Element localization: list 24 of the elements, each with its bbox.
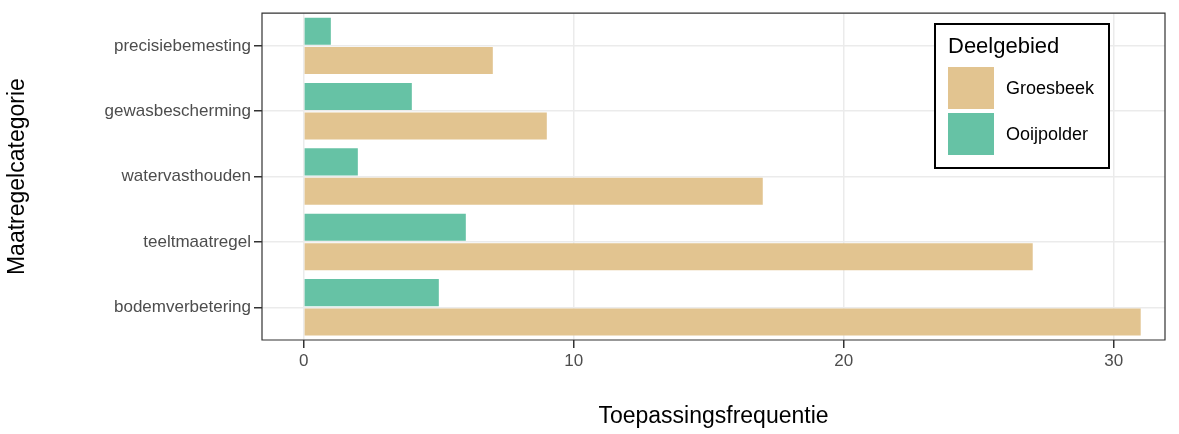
y-tick-label: gewasbescherming	[104, 100, 251, 120]
bar	[304, 112, 547, 140]
x-tick-label: 10	[564, 350, 584, 370]
x-tick-label: 30	[1104, 350, 1124, 370]
y-tick-label: bodemverbetering	[113, 297, 251, 317]
bar	[304, 243, 1033, 271]
bar	[304, 177, 763, 205]
y-tick-label: teeltmaatregel	[143, 231, 251, 251]
bar	[304, 279, 439, 307]
y-tick-label: precisiebemesting	[113, 35, 251, 55]
legend-label: Groesbeek	[1006, 77, 1095, 99]
bar	[304, 47, 493, 75]
y-axis-title: Maatregelcategorie	[3, 78, 30, 276]
bar	[304, 148, 358, 176]
x-tick-label: 20	[834, 350, 854, 370]
legend-title: Deelgebied	[948, 33, 1061, 60]
bar	[304, 17, 331, 45]
bar	[304, 213, 466, 241]
legend-label: Ooijpolder	[1006, 123, 1089, 145]
bar	[304, 308, 1141, 336]
x-axis-title: Toepassingsfrequentie	[598, 401, 829, 428]
bar	[304, 83, 412, 111]
x-tick-label: 0	[299, 350, 309, 370]
y-tick-label: watervasthouden	[120, 166, 251, 186]
